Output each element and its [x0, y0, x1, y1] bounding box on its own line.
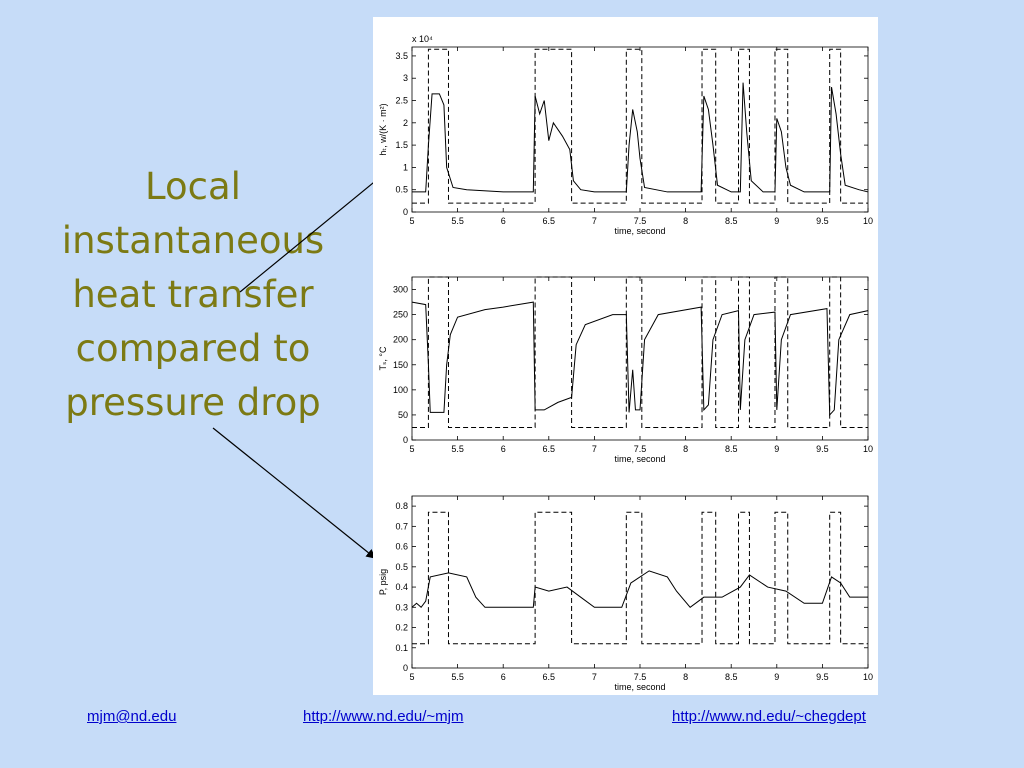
y-tick-label: 0 [403, 435, 408, 445]
x-tick-label: 6 [501, 216, 506, 226]
y-tick-label: 100 [393, 385, 408, 395]
x-tick-label: 9 [774, 444, 779, 454]
y-tick-label: 0.4 [395, 582, 408, 592]
y-tick-label: 0.8 [395, 501, 408, 511]
x-tick-label: 6.5 [543, 444, 556, 454]
x-tick-label: 6.5 [543, 216, 556, 226]
x-tick-label: 7.5 [634, 444, 647, 454]
y-tick-label: 2.5 [395, 96, 408, 106]
x-tick-label: 5.5 [451, 672, 464, 682]
y-tick-label: 50 [398, 410, 408, 420]
x-tick-label: 8.5 [725, 444, 738, 454]
y-scale-note: x 10⁴ [412, 34, 433, 44]
y-tick-label: 0.6 [395, 542, 408, 552]
y-tick-label: 0.5 [395, 185, 408, 195]
x-tick-label: 6 [501, 444, 506, 454]
x-tick-label: 8.5 [725, 216, 738, 226]
data-line [412, 48, 868, 204]
data-line [411, 301, 869, 417]
y-tick-label: 200 [393, 335, 408, 345]
x-axis-label: time, second [614, 682, 665, 692]
y-tick-label: 150 [393, 360, 408, 370]
x-axis-label: time, second [614, 226, 665, 236]
y-tick-label: 0 [403, 663, 408, 673]
link[interactable]: http://www.nd.edu/~chegdept [672, 708, 866, 725]
link[interactable]: http://www.nd.edu/~mjm [303, 708, 464, 725]
x-tick-label: 9.5 [816, 444, 829, 454]
y-tick-label: 3 [403, 73, 408, 83]
y-tick-label: 0.1 [395, 643, 408, 653]
arrow [239, 164, 396, 293]
y-tick-label: 0.2 [395, 623, 408, 633]
x-tick-label: 5.5 [451, 444, 464, 454]
x-tick-label: 5.5 [451, 216, 464, 226]
x-tick-label: 10 [863, 444, 873, 454]
y-tick-label: 2 [403, 118, 408, 128]
x-tick-label: 7 [592, 672, 597, 682]
x-tick-label: 7 [592, 444, 597, 454]
x-tick-label: 10 [863, 672, 873, 682]
x-tick-label: 9.5 [816, 672, 829, 682]
x-tick-label: 6 [501, 672, 506, 682]
x-tick-label: 5 [409, 444, 414, 454]
y-tick-label: 1.5 [395, 140, 408, 150]
panel-background [373, 17, 878, 695]
y-tick-label: 3.5 [395, 51, 408, 61]
y-tick-label: 250 [393, 310, 408, 320]
x-tick-label: 6.5 [543, 672, 556, 682]
y-tick-label: 0.7 [395, 521, 408, 531]
y-tick-label: 0 [403, 207, 408, 217]
y-axis-label: hₜ, w/(K · m²) [378, 103, 388, 155]
data-line [412, 511, 868, 645]
x-tick-label: 10 [863, 216, 873, 226]
link[interactable]: mjm@nd.edu [87, 708, 177, 725]
x-tick-label: 7 [592, 216, 597, 226]
x-tick-label: 8 [683, 216, 688, 226]
x-tick-label: 9 [774, 216, 779, 226]
data-line [412, 276, 868, 428]
x-tick-label: 8.5 [725, 672, 738, 682]
y-tick-label: 0.3 [395, 602, 408, 612]
x-tick-label: 9 [774, 672, 779, 682]
y-tick-label: 1 [403, 162, 408, 172]
arrow [212, 427, 376, 559]
x-tick-label: 8 [683, 672, 688, 682]
x-axis-label: time, second [614, 454, 665, 464]
x-tick-label: 5 [409, 216, 414, 226]
x-tick-label: 5 [409, 672, 414, 682]
x-tick-label: 7.5 [634, 672, 647, 682]
caption: Local instantaneous heat transfer compar… [61, 165, 325, 424]
data-line [411, 570, 868, 609]
y-tick-label: 300 [393, 285, 408, 295]
x-tick-label: 8 [683, 444, 688, 454]
y-axis-label: Tₛ, °C [378, 346, 388, 370]
y-tick-label: 0.5 [395, 562, 408, 572]
x-tick-label: 9.5 [816, 216, 829, 226]
x-tick-label: 7.5 [634, 216, 647, 226]
figure-panel: 5 5.5 6 6.5 7 7.5 8 8.5 9 9.5 1000.511.522.533.5ti… [373, 17, 878, 695]
y-axis-label: P, psig [378, 569, 388, 595]
